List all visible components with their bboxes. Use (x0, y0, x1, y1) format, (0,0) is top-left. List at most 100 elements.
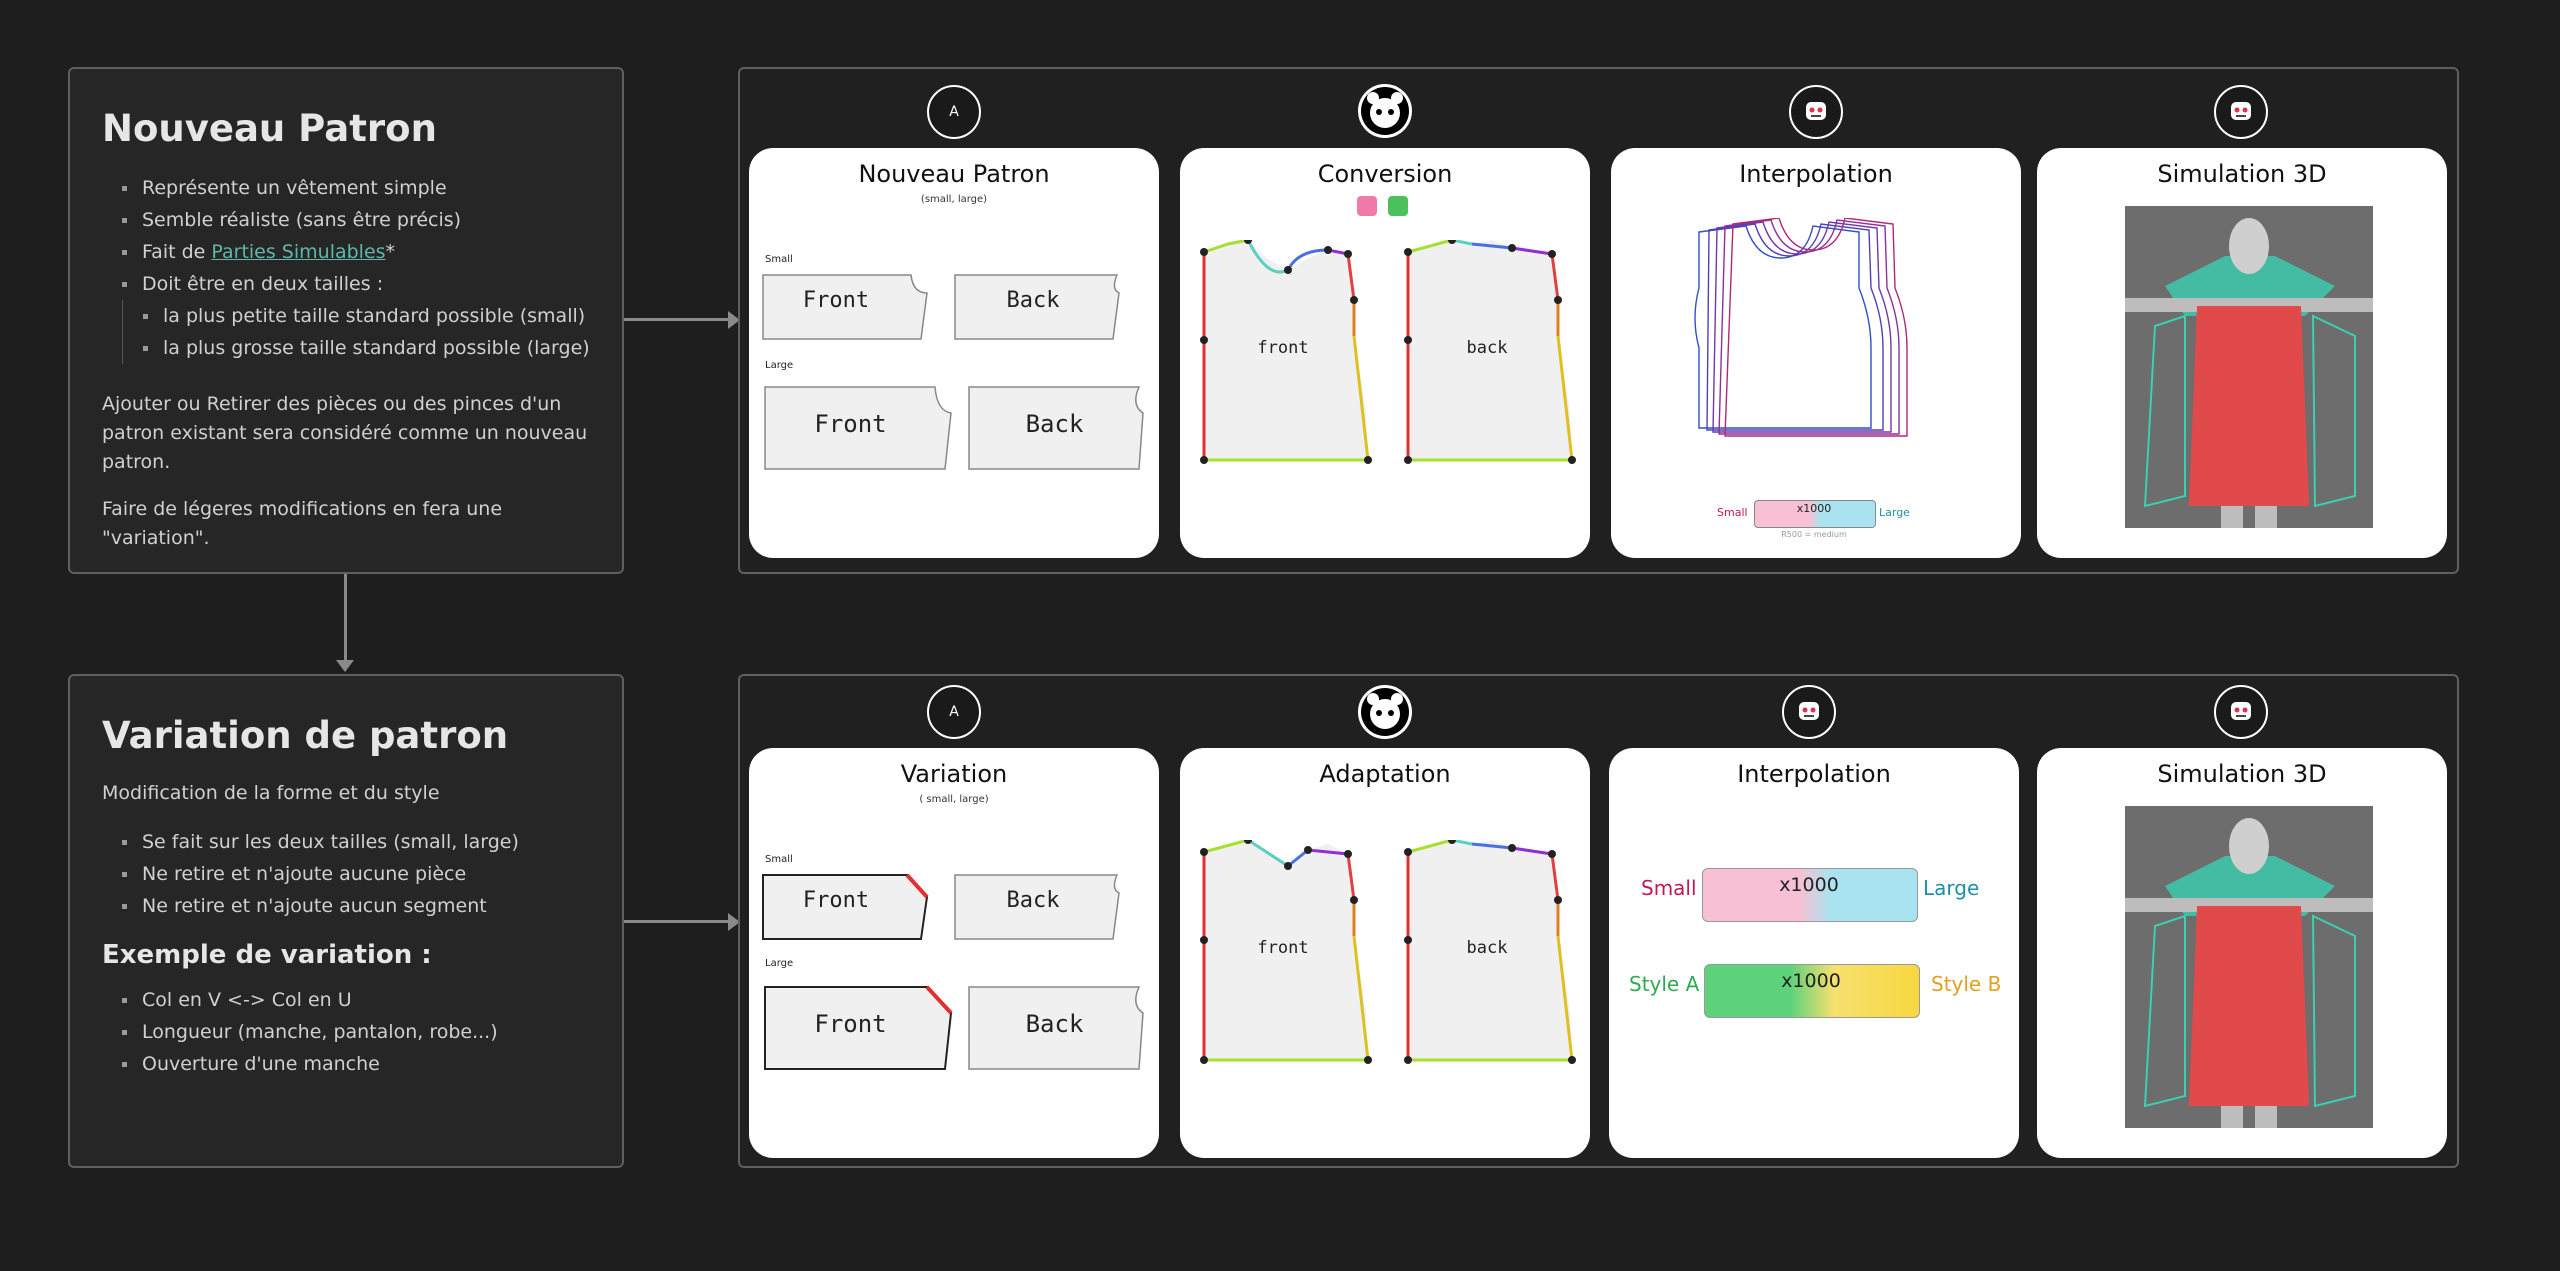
simulation-render (2125, 206, 2373, 528)
card-title: Simulation 3D (2157, 760, 2327, 788)
small-back-piece (954, 274, 1120, 340)
pattern-front-label: front (1257, 338, 1309, 358)
pattern-front-svg (1200, 240, 1372, 464)
small-label: Small (1641, 876, 1697, 900)
bullet: Semble réaliste (sans être précis) (122, 204, 590, 236)
pattern-back-svg (1404, 840, 1576, 1064)
card-adaptation: Adaptation front back (1180, 748, 1590, 1158)
card-title: Simulation 3D (2157, 160, 2327, 188)
author-a-icon: A (927, 685, 981, 739)
size-slider[interactable] (1754, 500, 1876, 528)
simulation-render (2125, 806, 2373, 1128)
bullet: Ne retire et n'ajoute aucun segment (122, 890, 590, 922)
connector-down (344, 574, 347, 664)
bullet: Longueur (manche, pantalon, robe...) (122, 1016, 590, 1048)
panda-avatar-icon (1358, 685, 1412, 739)
style-slider[interactable] (1704, 964, 1920, 1018)
card-title: Adaptation (1319, 760, 1451, 788)
slider-value: x1000 (1796, 502, 1832, 515)
card-simulation-3d-2: Simulation 3D (2037, 748, 2447, 1158)
note-title: Variation de patron (102, 714, 509, 757)
small-back-label: Back (1006, 288, 1060, 313)
arrow-right-icon (728, 913, 740, 931)
bullet: Se fait sur les deux tailles (small, lar… (122, 826, 590, 858)
arrow-down-icon (336, 660, 354, 672)
bullet: Représente un vêtement simple (122, 172, 590, 204)
large-label: Large (1879, 506, 1910, 519)
note-nouveau-patron: Nouveau Patron Représente un vêtement si… (68, 67, 624, 574)
pink-cat-icon (1357, 196, 1377, 216)
card-title: Conversion (1317, 160, 1453, 188)
style-b-label: Style B (1931, 972, 2002, 996)
connector-right-1 (624, 318, 732, 321)
small-front-piece (762, 873, 929, 940)
link-suffix: * (385, 241, 396, 263)
large-back-label: Back (1025, 1010, 1084, 1038)
large-back-piece (968, 386, 1144, 470)
large-label: Large (765, 958, 794, 969)
pattern-front-svg (1200, 840, 1372, 1064)
pattern-back-label: back (1466, 338, 1508, 358)
bullet-text: Fait de (142, 241, 212, 263)
card-simulation-3d: Simulation 3D (2037, 148, 2447, 558)
large-label: Large (765, 360, 794, 371)
large-front-piece (764, 386, 952, 470)
panda-avatar-icon (1358, 84, 1412, 138)
small-front-label: Front (802, 888, 870, 913)
small-back-label: Back (1006, 888, 1060, 913)
card-variation: Variation ( small, large) Small Front Ba… (749, 748, 1159, 1158)
small-front-piece (762, 274, 928, 340)
robot-face-icon (2214, 685, 2268, 739)
bullet: Doit être en deux tailles : (122, 268, 590, 300)
small-front-label: Front (802, 288, 870, 313)
small-back-piece (954, 874, 1120, 940)
large-front-label: Front (814, 1010, 887, 1038)
bullet: Col en V <-> Col en U (122, 984, 590, 1016)
connector-right-2 (624, 920, 732, 923)
card-conversion: Conversion front back (1180, 148, 1590, 558)
note-title: Nouveau Patron (102, 107, 437, 150)
robot-face-icon (1782, 685, 1836, 739)
robot-face-icon (1789, 85, 1843, 139)
small-label: Small (765, 254, 793, 265)
small-label: Small (1717, 506, 1748, 519)
size-slider[interactable] (1702, 868, 1918, 922)
card-subtitle: (small, large) (920, 194, 988, 205)
example-title: Exemple de variation : (102, 940, 432, 970)
large-back-piece (968, 986, 1144, 1070)
paragraph: Faire de légeres modifications en fera u… (102, 498, 503, 549)
card-interpolation-2: Interpolation Small x1000 Large Style A … (1609, 748, 2019, 1158)
pattern-back-label: back (1466, 938, 1508, 958)
slider-caption: R500 = medium (1781, 530, 1847, 539)
card-interpolation: Interpolation Small x1000 Large R500 = m… (1611, 148, 2021, 558)
robot-face-icon (2214, 85, 2268, 139)
bullet: Ouverture d'une manche (122, 1048, 590, 1080)
card-title: Interpolation (1737, 760, 1891, 788)
large-back-label: Back (1025, 410, 1084, 438)
interpolated-shirts-svg (1694, 218, 1908, 437)
author-a-icon: A (927, 85, 981, 139)
arrow-right-icon (728, 311, 740, 329)
large-label: Large (1923, 876, 1980, 900)
paragraph: Ajouter ou Retirer des pièces ou des pin… (102, 393, 588, 473)
large-front-piece (764, 985, 953, 1070)
bullet: Fait de Parties Simulables* (122, 236, 590, 268)
bullet: Ne retire et n'ajoute aucune pièce (122, 858, 590, 890)
style-a-label: Style A (1629, 972, 1700, 996)
sub-bullet: la plus grosse taille standard possible … (143, 332, 590, 364)
sub-bullet: la plus petite taille standard possible … (143, 300, 590, 332)
slider-value: x1000 (1781, 970, 1841, 992)
card-title: Variation (900, 760, 1008, 788)
slider-value: x1000 (1779, 874, 1839, 896)
paragraph: Modification de la forme et du style (102, 782, 440, 804)
card-title: Nouveau Patron (858, 160, 1050, 188)
card-title: Interpolation (1739, 160, 1893, 188)
large-front-label: Front (814, 410, 887, 438)
card-nouveau-patron: Nouveau Patron (small, large) Small Fron… (749, 148, 1159, 558)
green-cat-icon (1388, 196, 1408, 216)
pattern-front-label: front (1257, 938, 1309, 958)
parties-simulables-link[interactable]: Parties Simulables (211, 241, 386, 263)
small-label: Small (765, 854, 793, 865)
card-subtitle: ( small, large) (919, 794, 989, 805)
note-variation: Variation de patron Modification de la f… (68, 674, 624, 1168)
